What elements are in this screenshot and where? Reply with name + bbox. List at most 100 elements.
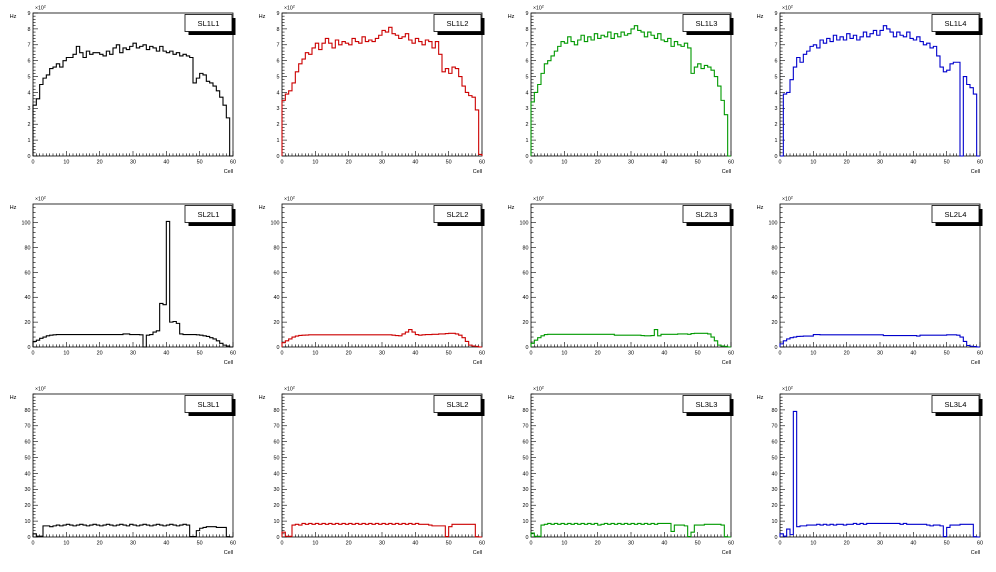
- y-tick-label: 50: [523, 456, 529, 462]
- x-tick-label: 60: [977, 350, 983, 356]
- y-tick-label: 40: [772, 295, 778, 301]
- y-tick-label: 100: [271, 220, 280, 226]
- y-tick-label: 2: [775, 122, 778, 128]
- histogram-line-sl1l1: [32, 42, 233, 157]
- x-tick-label: 40: [163, 350, 169, 356]
- y-tick-label: 5: [526, 74, 529, 80]
- x-tick-label: 0: [281, 541, 284, 547]
- title-box-label: SL3L4: [945, 400, 967, 409]
- y-tick-label: 20: [274, 320, 280, 326]
- pad-sl3l4[interactable]: 0 10 20 30 40 50 60 Cell 0 10 20 30 40 50 60 70 80 ×102 Hz…: [747, 381, 996, 572]
- x-tick-label: 60: [977, 159, 983, 165]
- y-tick-label: 9: [775, 11, 778, 17]
- y-axis-title: Hz: [259, 14, 266, 20]
- x-tick-label: 60: [230, 541, 236, 547]
- y-tick-label: 0: [775, 535, 778, 541]
- x-tick-label: 60: [479, 159, 485, 165]
- y-axis-title: Hz: [10, 205, 17, 211]
- y-tick-label: 0: [28, 535, 31, 541]
- y-axis-exponent-sup: 2: [44, 4, 46, 8]
- y-tick-label: 70: [523, 424, 529, 430]
- histogram-line-sl3l1: [32, 523, 233, 538]
- y-tick-label: 20: [523, 503, 529, 509]
- y-axis-exponent: ×102: [284, 195, 295, 202]
- pad-sl2l2[interactable]: 0 10 20 30 40 50 60 Cell 0 20 40 60 80 100 ×102 Hz SL2L2: [249, 190, 498, 382]
- x-axis-title: Cell: [722, 550, 731, 556]
- x-tick-label: 0: [281, 350, 284, 356]
- x-tick-label: 0: [779, 159, 782, 165]
- y-axis-exponent-sup: 2: [44, 195, 46, 199]
- x-tick-label: 30: [628, 159, 634, 165]
- pad-sl2l1[interactable]: 0 10 20 30 40 50 60 Cell 0 20 40 60 80 100 ×102 Hz SL2L1: [0, 190, 249, 382]
- histogram-line-sl3l2: [281, 523, 482, 538]
- x-tick-label: 10: [810, 350, 816, 356]
- y-tick-label: 5: [28, 74, 31, 80]
- y-tick-label: 40: [274, 472, 280, 478]
- y-axis-exponent: ×102: [533, 386, 544, 393]
- title-box: [184, 204, 233, 223]
- x-tick-label: 10: [561, 159, 567, 165]
- y-tick-label: 60: [523, 440, 529, 446]
- x-axis-title: Cell: [473, 169, 482, 175]
- x-tick-label: 40: [412, 541, 418, 547]
- y-tick-label: 8: [277, 27, 280, 33]
- y-tick-label: 40: [25, 472, 31, 478]
- y-tick-label: 80: [772, 245, 778, 251]
- y-tick-label: 20: [772, 320, 778, 326]
- y-tick-label: 80: [523, 245, 529, 251]
- x-tick-label: 50: [944, 541, 950, 547]
- y-tick-label: 40: [25, 295, 31, 301]
- x-tick-label: 50: [446, 541, 452, 547]
- y-axis-title: Hz: [259, 205, 266, 211]
- x-tick-label: 10: [312, 159, 318, 165]
- title-box-label: SL1L4: [945, 19, 967, 28]
- title-box-label: SL2L1: [198, 209, 220, 218]
- x-tick-label: 50: [197, 159, 203, 165]
- x-tick-label: 30: [130, 159, 136, 165]
- y-tick-label: 6: [775, 59, 778, 65]
- pad-sl1l4[interactable]: 0 10 20 30 40 50 60 Cell 0 1 2 3 4 5 6 7 8 9 ×102 Hz SL1L4: [747, 0, 996, 191]
- y-axis-title: Hz: [508, 395, 515, 401]
- y-axis-exponent-sup: 2: [293, 4, 295, 8]
- y-tick-label: 20: [523, 320, 529, 326]
- pad-sl1l2[interactable]: 0 10 20 30 40 50 60 Cell 0 1 2 3 4 5 6 7 8 9 ×102 Hz SL1L2: [249, 0, 498, 191]
- pad-sl3l1[interactable]: 0 10 20 30 40 50 60 Cell 0 10 20 30 40 50 60 70 80 ×102 Hz…: [0, 381, 249, 572]
- pad-sl1l1[interactable]: 0 10 20 30 40 50 60 Cell 0 1 2 3 4 5 6 7 8 9 ×102 Hz SL1L1: [0, 0, 249, 191]
- title-box-label: SL1L2: [447, 19, 469, 28]
- pad-sl3l2[interactable]: 0 10 20 30 40 50 60 Cell 0 10 20 30 40 50 60 70 80 ×102 Hz…: [249, 381, 498, 572]
- y-tick-label: 3: [526, 106, 529, 112]
- x-axis-title: Cell: [971, 550, 980, 556]
- y-tick-label: 0: [277, 535, 280, 541]
- x-tick-label: 30: [379, 541, 385, 547]
- x-tick-label: 40: [910, 541, 916, 547]
- title-box: [682, 395, 731, 414]
- y-tick-label: 3: [277, 106, 280, 112]
- x-tick-label: 10: [63, 350, 69, 356]
- pad-sl1l3[interactable]: 0 10 20 30 40 50 60 Cell 0 1 2 3 4 5 6 7 8 9 ×102 Hz SL1L3: [498, 0, 747, 191]
- x-tick-label: 50: [197, 541, 203, 547]
- pad-sl3l3[interactable]: 0 10 20 30 40 50 60 Cell 0 10 20 30 40 50 60 70 80 ×102 Hz…: [498, 381, 747, 572]
- title-box-label: SL3L1: [198, 400, 220, 409]
- histogram-line-sl1l2: [281, 26, 483, 156]
- x-tick-label: 60: [728, 541, 734, 547]
- y-axis-title: Hz: [508, 205, 515, 211]
- x-tick-label: 30: [628, 350, 634, 356]
- histogram-line-sl1l4: [780, 25, 980, 157]
- y-tick-label: 9: [277, 11, 280, 17]
- x-tick-label: 50: [446, 159, 452, 165]
- x-tick-label: 20: [595, 541, 601, 547]
- y-tick-label: 80: [772, 408, 778, 414]
- y-tick-label: 0: [775, 344, 778, 350]
- pad-sl2l4[interactable]: 0 10 20 30 40 50 60 Cell 0 20 40 60 80 100 ×102 Hz SL2L4: [747, 190, 996, 382]
- x-tick-label: 40: [412, 159, 418, 165]
- y-tick-label: 4: [28, 90, 31, 96]
- pad-sl2l3[interactable]: 0 10 20 30 40 50 60 Cell 0 20 40 60 80 100 ×102 Hz SL2L3: [498, 190, 747, 382]
- y-tick-label: 80: [25, 408, 31, 414]
- x-tick-label: 60: [977, 541, 983, 547]
- y-axis-title: Hz: [757, 395, 764, 401]
- x-tick-label: 20: [346, 541, 352, 547]
- title-box: [931, 14, 980, 32]
- y-tick-label: 100: [22, 220, 31, 226]
- y-axis-exponent: ×102: [284, 386, 295, 393]
- title-box: [433, 395, 482, 414]
